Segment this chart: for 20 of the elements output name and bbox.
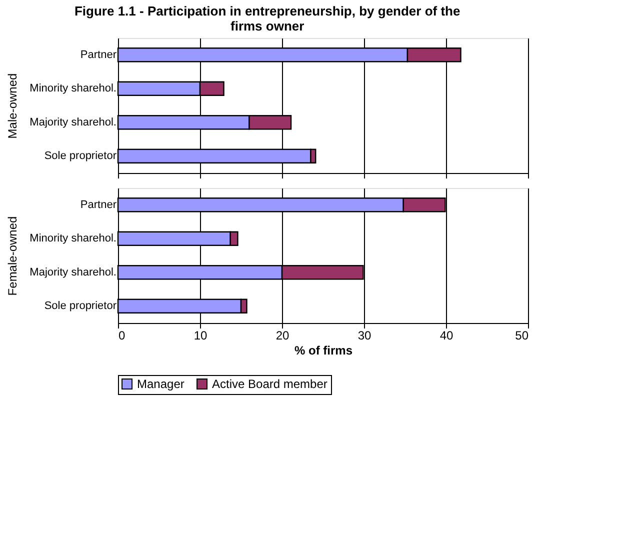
y-tick-label: Majority sharehol.: [30, 116, 116, 128]
y-axis-title: Male-owned: [6, 73, 20, 139]
x-tick-label: 0: [118, 328, 126, 342]
y-tick-label: Partner: [80, 48, 117, 61]
y-tick-label: Partner: [80, 198, 117, 211]
legend-label: Active Board member: [212, 377, 328, 391]
x-tick-label: 50: [515, 328, 529, 342]
legend-label: Manager: [137, 377, 184, 391]
x-axis-title: % of firms: [294, 344, 353, 358]
x-tick-label: 20: [276, 328, 290, 342]
chart-title: Figure 1.1 - Participation in entrepreneurship, by gender of the firms owner: [74, 4, 460, 34]
y-tick-label: Sole proprietor: [44, 150, 117, 162]
y-tick-label: Majority sharehol.: [30, 266, 116, 278]
y-axis-title: Female-owned: [6, 216, 20, 296]
y-tick-label: Sole proprietor: [44, 300, 117, 312]
x-tick-label: 10: [194, 328, 208, 342]
x-tick-label: 40: [440, 328, 454, 342]
y-tick-label: Minority sharehol.: [30, 82, 116, 95]
x-tick-label: 30: [358, 328, 372, 342]
y-tick-label: Minority sharehol.: [30, 232, 116, 245]
